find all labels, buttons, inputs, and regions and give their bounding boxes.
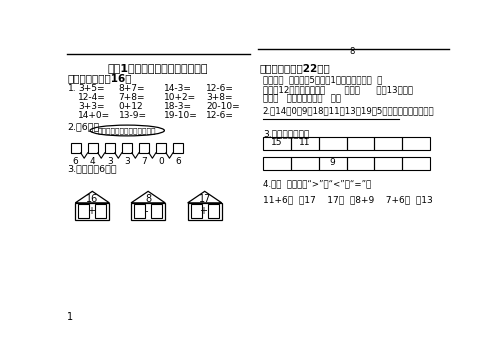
Text: 16: 16: [86, 194, 99, 204]
Text: 12-6=: 12-6=: [206, 84, 234, 93]
Text: 3: 3: [124, 157, 130, 166]
Text: 17: 17: [199, 194, 211, 204]
Text: 4.在（  ）里填上“>”、“<”、“=”。: 4.在（ ）里填上“>”、“<”、“=”。: [263, 180, 371, 189]
Text: 写出和12相邻的两个数（       ）和（      ），13的个位: 写出和12相邻的两个数（ ）和（ ），13的个位: [263, 85, 413, 94]
Text: +: +: [199, 206, 207, 216]
Text: 12-4=: 12-4=: [78, 93, 106, 102]
Text: 11: 11: [299, 138, 310, 147]
Text: 8: 8: [350, 47, 355, 56]
Text: 14+0=: 14+0=: [78, 111, 111, 120]
Text: 3+5=: 3+5=: [78, 84, 105, 93]
Text: 上是（   ），十位上是（   ）。: 上是（ ），十位上是（ ）。: [263, 94, 341, 103]
Text: 14-3=: 14-3=: [163, 84, 192, 93]
Text: 11+6（  ）17    17（  ）8+9    7+6（  ）13: 11+6（ ）17 17（ ）8+9 7+6（ ）13: [263, 195, 433, 204]
Text: -: -: [145, 206, 148, 216]
Text: 2.抂14、0、9、18、11、13、19、5按大到小的顺序排列。: 2.抂14、0、9、18、11、13、19、5按大到小的顺序排列。: [263, 106, 435, 115]
Text: 8+7=: 8+7=: [119, 84, 145, 93]
Text: 10+2=: 10+2=: [163, 93, 196, 102]
Text: 0+12: 0+12: [119, 102, 143, 111]
Text: 好美的数字桥，你能搞完吗？: 好美的数字桥，你能搞完吗？: [98, 127, 156, 134]
Text: 19-10=: 19-10=: [163, 111, 197, 120]
Text: 7+8=: 7+8=: [119, 93, 145, 102]
Text: 0: 0: [158, 157, 164, 166]
Text: 8: 8: [145, 194, 151, 204]
Text: 1.: 1.: [67, 84, 76, 93]
Text: 小学1年级数学第一学期期末考试: 小学1年级数学第一学期期末考试: [108, 63, 208, 73]
Text: 18-3=: 18-3=: [163, 102, 192, 111]
Text: 3+8=: 3+8=: [206, 93, 233, 102]
Text: 7: 7: [141, 157, 147, 166]
Text: 9: 9: [329, 158, 336, 167]
Text: +: +: [87, 206, 95, 216]
Text: 20-10=: 20-10=: [206, 102, 240, 111]
Text: 二、填一填。（22分）: 二、填一填。（22分）: [260, 63, 330, 73]
Text: 6: 6: [175, 157, 181, 166]
Text: 2.（6分）: 2.（6分）: [67, 122, 100, 131]
Text: 3.按规律填一填。: 3.按规律填一填。: [263, 130, 309, 139]
Text: 3: 3: [107, 157, 113, 166]
Text: 13-9=: 13-9=: [119, 111, 147, 120]
Text: 里面有（  ）个十，5个一和1个十合起来是（  ）: 里面有（ ）个十，5个一和1个十合起来是（ ）: [263, 75, 382, 84]
Text: 3+3=: 3+3=: [78, 102, 105, 111]
Text: 4: 4: [90, 157, 96, 166]
Text: 1: 1: [67, 312, 73, 322]
Text: 15: 15: [271, 138, 283, 147]
Text: 一、算一算。（16）: 一、算一算。（16）: [67, 74, 132, 84]
Text: 3.造房子（6分）: 3.造房子（6分）: [67, 164, 117, 173]
Text: 6: 6: [73, 157, 78, 166]
Text: 12-6=: 12-6=: [206, 111, 234, 120]
